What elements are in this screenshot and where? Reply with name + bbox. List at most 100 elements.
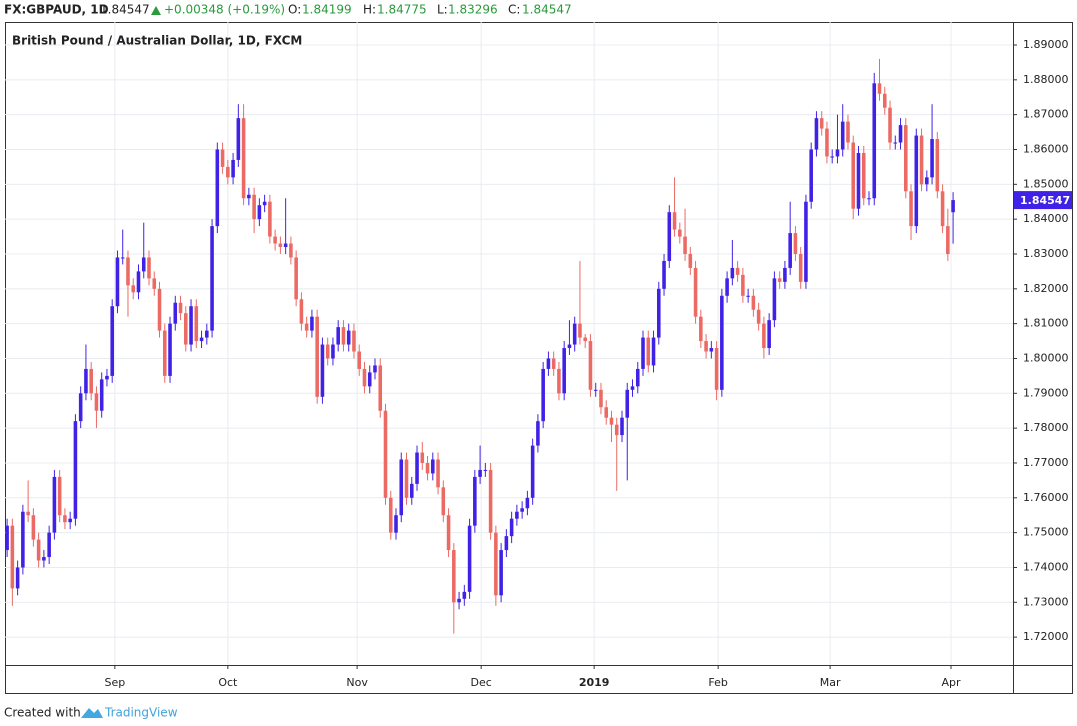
candle-body xyxy=(835,149,840,157)
candle-body xyxy=(798,253,803,282)
candle-body xyxy=(184,313,188,345)
candle-body xyxy=(294,257,298,300)
high-value: 1.84775 xyxy=(377,3,427,17)
footer-brand[interactable]: TradingView xyxy=(104,706,178,720)
candle-body xyxy=(641,337,645,369)
candle-body xyxy=(788,233,792,268)
candle-body xyxy=(346,330,351,345)
candle-body xyxy=(115,257,120,307)
candle-body xyxy=(714,348,719,390)
candle-body xyxy=(452,550,456,603)
chart-title: British Pound / Australian Dollar, 1D, F… xyxy=(12,34,302,48)
candle-body xyxy=(809,149,813,202)
x-tick-label: Mar xyxy=(820,676,841,689)
candle-body xyxy=(877,83,882,94)
candle-body xyxy=(173,302,178,324)
candle-body xyxy=(315,316,319,397)
candle-body xyxy=(946,226,950,254)
candle-body xyxy=(94,393,99,411)
candle-body xyxy=(268,201,272,237)
last-price: 1.84547 xyxy=(100,3,150,17)
candle-body xyxy=(536,421,540,446)
x-tick-label: 2019 xyxy=(579,676,610,689)
open-value: 1.84199 xyxy=(302,3,352,17)
candle-body xyxy=(210,226,214,331)
candle-body xyxy=(357,351,362,369)
candle-body xyxy=(499,550,503,596)
candle-body xyxy=(473,476,477,526)
candle-body xyxy=(951,200,955,213)
low-label: L: xyxy=(437,3,448,17)
candle-body xyxy=(583,337,587,342)
candle-body xyxy=(693,267,698,317)
candle-body xyxy=(567,344,572,349)
candle-body xyxy=(383,410,388,498)
y-tick-label: 1.74000 xyxy=(1023,560,1069,573)
candle-body xyxy=(373,365,377,373)
candle-body xyxy=(646,337,651,366)
candle-body xyxy=(704,341,708,352)
y-tick-label: 1.83000 xyxy=(1023,247,1069,260)
candle-body xyxy=(914,135,919,227)
candle-body xyxy=(57,476,62,516)
candle-body xyxy=(341,327,346,345)
candle-body xyxy=(120,257,125,259)
y-tick-label: 1.82000 xyxy=(1023,282,1069,295)
candle-body xyxy=(415,452,419,484)
candle-body xyxy=(352,330,356,352)
candle-body xyxy=(620,417,624,436)
x-tick-label: Nov xyxy=(346,676,368,689)
candle-body xyxy=(741,274,745,296)
y-tick-label: 1.84000 xyxy=(1023,212,1069,225)
candle-body xyxy=(378,365,383,411)
candle-body xyxy=(509,518,514,537)
candle-body xyxy=(625,389,630,418)
y-tick-label: 1.80000 xyxy=(1023,351,1069,364)
candle-body xyxy=(404,459,409,498)
candle-body xyxy=(462,591,467,599)
candle-body xyxy=(78,393,83,422)
high-label: H: xyxy=(363,3,376,17)
candle-body xyxy=(388,497,393,533)
candle-body xyxy=(814,118,819,150)
candle-body xyxy=(68,518,72,523)
candle-body xyxy=(572,323,577,345)
symbol: FX:GBPAUD, 1D xyxy=(4,3,109,17)
footer-text: Created with xyxy=(4,706,81,720)
candle-body xyxy=(504,536,509,551)
candle-body xyxy=(147,257,151,279)
candle-body xyxy=(725,278,729,296)
candle-body xyxy=(672,212,677,230)
candle-body xyxy=(84,368,88,394)
candle-body xyxy=(157,288,162,331)
candle-body xyxy=(110,306,114,376)
y-tick-label: 1.78000 xyxy=(1023,421,1069,434)
candle-body xyxy=(830,156,834,158)
candle-body xyxy=(226,166,230,178)
y-tick-label: 1.81000 xyxy=(1023,317,1069,330)
candle-body xyxy=(783,267,787,282)
candle-body xyxy=(872,83,877,199)
candle-body xyxy=(231,159,235,178)
y-tick-label: 1.79000 xyxy=(1023,386,1069,399)
candle-body xyxy=(136,271,141,293)
y-tick-label: 1.89000 xyxy=(1023,38,1069,51)
candle-body xyxy=(436,459,440,488)
candle-body xyxy=(236,118,241,160)
candle-body xyxy=(89,368,93,394)
candle-body xyxy=(851,142,856,209)
candle-body xyxy=(488,469,493,533)
candle-body xyxy=(52,476,57,533)
candle-body xyxy=(215,149,220,227)
candle-body xyxy=(919,135,924,185)
candle-body xyxy=(36,539,41,561)
candle-body xyxy=(457,598,461,603)
low-value: 1.83296 xyxy=(448,3,498,17)
candle-body xyxy=(746,295,750,297)
candle-body xyxy=(325,344,330,359)
change: +0.00348 (+0.19%) xyxy=(164,3,285,17)
candle-body xyxy=(47,532,51,558)
candle-body xyxy=(515,511,519,519)
